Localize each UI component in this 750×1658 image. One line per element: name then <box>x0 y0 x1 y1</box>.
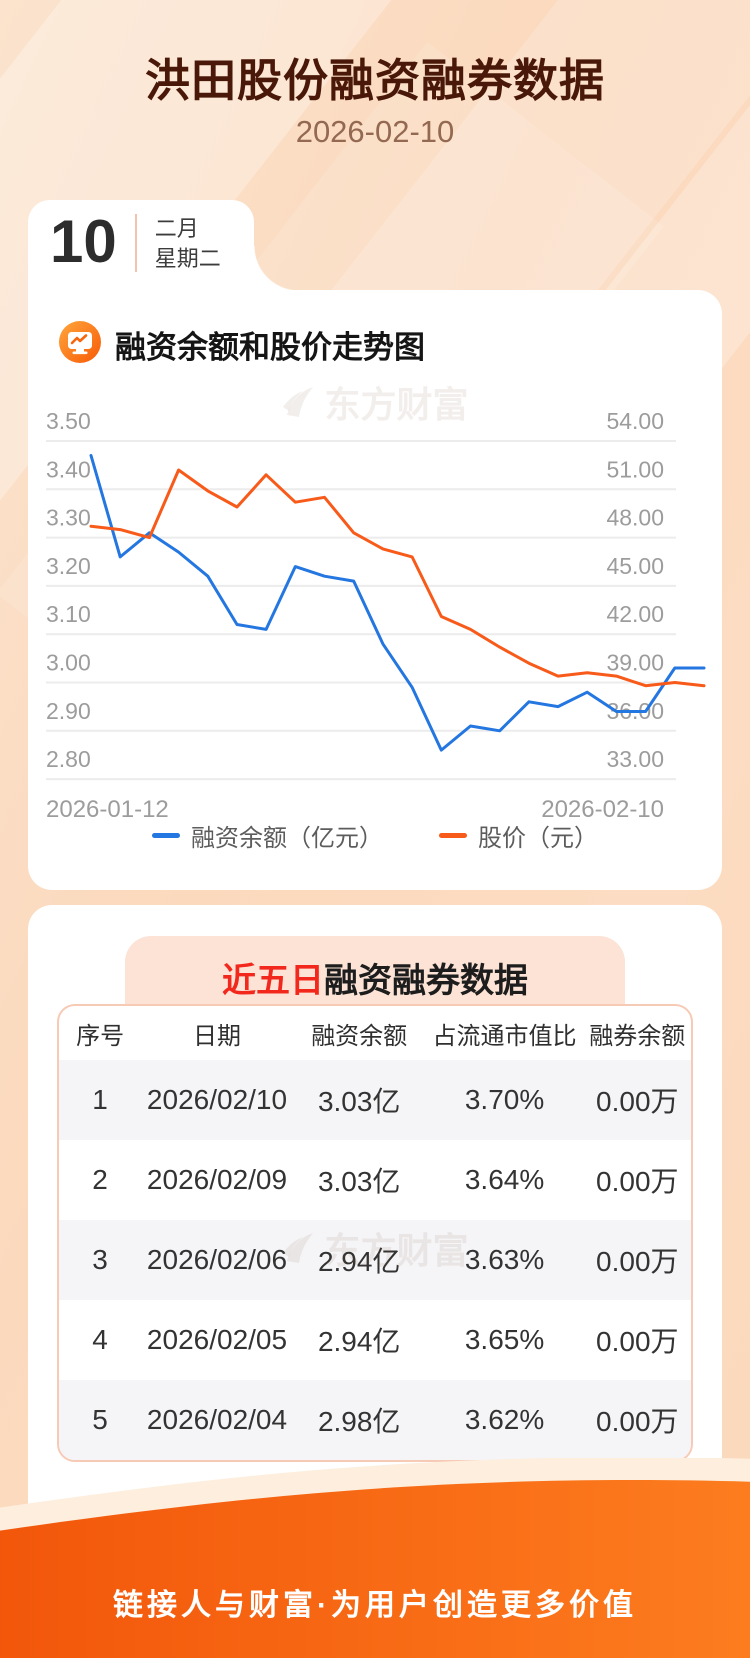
x-axis-label-end: 2026-02-10 <box>541 796 664 820</box>
table-cell: 0.00万 <box>596 1326 679 1357</box>
column-header: 日期 <box>192 1022 241 1050</box>
table-cell: 3.63% <box>464 1244 545 1275</box>
right-axis-tick: 48.00 <box>606 505 664 531</box>
calendar-badge: 10 二月 星期二 <box>28 200 254 291</box>
legend-label: 股价（元） <box>478 825 598 852</box>
table-row: 4 2026/02/05 2.94亿 3.65% 0.00万 <box>59 1300 691 1380</box>
left-axis-tick: 2.90 <box>46 698 91 724</box>
chart-section-header: 融资余额和股价走势图 <box>58 320 425 369</box>
table-cell: 3 <box>92 1244 108 1275</box>
table-cell: 2026/02/10 <box>146 1084 288 1115</box>
calendar-badge-corner <box>254 246 299 291</box>
right-axis-tick: 33.00 <box>606 746 664 772</box>
table-cell: 3.03亿 <box>317 1086 401 1117</box>
legend-label: 融资余额（亿元） <box>191 825 383 852</box>
table-cell: 2.94亿 <box>317 1326 401 1357</box>
table-cell: 2 <box>92 1164 108 1195</box>
x-axis-label-start: 2026-01-12 <box>46 796 169 820</box>
legend-item: 融资余额（亿元） <box>152 818 383 853</box>
table-cell: 3.70% <box>464 1084 545 1115</box>
table-cell: 0.00万 <box>596 1406 679 1437</box>
table-cell: 2026/02/09 <box>146 1164 288 1195</box>
table-cell: 5 <box>92 1404 108 1435</box>
margin-data-table: 序号 日期 融资余额 占流通市值比 融券余额 1 2026/02/10 3.03亿 3.70% 0… <box>57 1004 693 1462</box>
series-line-margin-balance <box>89 454 706 752</box>
chart-legend: 融资余额（亿元） 股价（元） <box>28 818 722 853</box>
series-line-stock-price <box>89 468 706 688</box>
column-header: 序号 <box>76 1022 125 1050</box>
table-cell: 2026/02/05 <box>146 1324 288 1355</box>
page-title: 洪田股份融资融券数据 <box>144 55 605 106</box>
table-cell: 1 <box>92 1084 108 1115</box>
right-axis-tick: 39.00 <box>606 650 664 676</box>
trend-chart: 3.50 54.00 3.40 51.00 3.30 48.00 3.20 45.00 3.10… <box>42 372 722 825</box>
table-cell: 2026/02/04 <box>146 1404 288 1435</box>
table-title-rest: 融资融券数据 <box>324 962 528 1000</box>
page-date: 2026-02-10 <box>295 114 455 149</box>
legend-dash <box>152 833 180 838</box>
legend-dash <box>439 833 467 838</box>
right-axis-tick: 54.00 <box>606 408 664 434</box>
column-header: 融券余额 <box>589 1022 686 1050</box>
chart-card: 融资余额和股价走势图 3.50 54.00 3.40 51.00 3.30 48.00 3.… <box>28 290 722 890</box>
column-header: 融资余额 <box>311 1022 408 1050</box>
table-cell: 0.00万 <box>596 1246 679 1277</box>
table-cell: 3.03亿 <box>317 1166 401 1197</box>
footer-slogan: 链接人与财富·为用户创造更多价值 <box>113 1589 637 1622</box>
chart-monitor-icon <box>58 320 102 369</box>
calendar-divider <box>134 214 137 272</box>
calendar-weekday: 星期二 <box>154 246 221 271</box>
left-axis-tick: 2.80 <box>46 746 91 772</box>
table-cell: 4 <box>92 1324 108 1355</box>
table-header-row: 序号 日期 融资余额 占流通市值比 融券余额 <box>59 1006 691 1060</box>
left-axis-tick: 3.20 <box>46 553 91 579</box>
left-axis-tick: 3.10 <box>46 601 91 627</box>
table-cell: 3.64% <box>464 1164 545 1195</box>
table-cell: 0.00万 <box>596 1086 679 1117</box>
table-cell: 2.94亿 <box>317 1246 401 1277</box>
table-cell: 2026/02/06 <box>146 1244 288 1275</box>
calendar-month: 二月 <box>154 216 199 241</box>
right-axis-tick: 42.00 <box>606 601 664 627</box>
footer-wave <box>0 1458 750 1658</box>
table-cell: 2.98亿 <box>317 1406 401 1437</box>
table-cell: 3.62% <box>464 1404 545 1435</box>
table-cell: 3.65% <box>464 1324 545 1355</box>
calendar-month-weekday: 二月 星期二 <box>155 214 221 274</box>
left-axis-tick: 3.40 <box>46 456 91 482</box>
right-axis-tick: 45.00 <box>606 553 664 579</box>
table-title-prefix: 近五日 <box>222 962 324 1000</box>
left-axis-tick: 3.00 <box>46 650 91 676</box>
table-row: 5 2026/02/04 2.98亿 3.62% 0.00万 <box>59 1380 691 1460</box>
chart-section-title: 融资余额和股价走势图 <box>115 330 425 365</box>
table-cell: 0.00万 <box>596 1166 679 1197</box>
legend-item: 股价（元） <box>439 818 598 853</box>
left-axis-tick: 3.30 <box>46 505 91 531</box>
table-row: 1 2026/02/10 3.03亿 3.70% 0.00万 <box>59 1060 691 1140</box>
right-axis-tick: 51.00 <box>606 456 664 482</box>
calendar-day: 10 <box>50 208 117 275</box>
table-row: 2 2026/02/09 3.03亿 3.64% 0.00万 <box>59 1140 691 1220</box>
table-row: 3 2026/02/06 2.94亿 3.63% 0.00万 <box>59 1220 691 1300</box>
column-header: 占流通市值比 <box>432 1022 577 1050</box>
left-axis-tick: 3.50 <box>46 408 91 434</box>
table-card: 近五日融资融券数据 序号 日期 融资余额 占流通市值比 融券余额 1 2026/02/10 3… <box>28 905 722 1540</box>
